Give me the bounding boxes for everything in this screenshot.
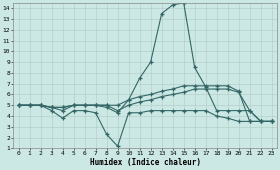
X-axis label: Humidex (Indice chaleur): Humidex (Indice chaleur) [90,158,201,167]
